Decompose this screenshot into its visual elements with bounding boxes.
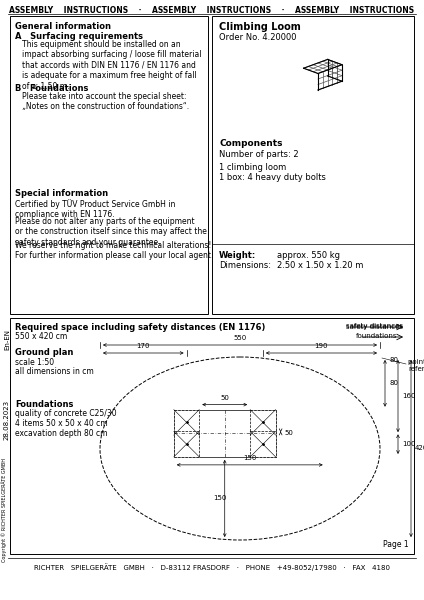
Text: A   Surfacing requirements: A Surfacing requirements	[15, 32, 143, 41]
Text: scale 1:50: scale 1:50	[15, 358, 54, 367]
Text: 420: 420	[415, 445, 424, 451]
Text: We reserve the right to make technical alterations!
For further information plea: We reserve the right to make technical a…	[15, 241, 213, 260]
Text: 28.08.2023: 28.08.2023	[4, 400, 10, 440]
Text: 50: 50	[220, 395, 229, 401]
Text: Dimensions:: Dimensions:	[219, 261, 271, 270]
Text: En-EN: En-EN	[4, 329, 10, 350]
Text: quality of concrete C25/30: quality of concrete C25/30	[15, 409, 117, 418]
Text: Foundations: Foundations	[15, 400, 73, 409]
Text: 550: 550	[233, 335, 247, 341]
Text: Certified by TÜV Product Service GmbH in
compliance with EN 1176.: Certified by TÜV Product Service GmbH in…	[15, 199, 176, 219]
Bar	[174, 410, 199, 435]
Text: Components: Components	[219, 139, 282, 148]
Text: 2.50 x 1.50 x 1.20 m: 2.50 x 1.50 x 1.20 m	[277, 261, 363, 270]
Bar	[250, 410, 276, 435]
Text: RICHTER   SPIELGERÄTE   GMBH   ·   D-83112 FRASDORF   ·   PHONE   +49-8052/17980: RICHTER SPIELGERÄTE GMBH · D-83112 FRASD…	[34, 563, 390, 571]
Text: 1 climbing loom
1 box: 4 heavy duty bolts: 1 climbing loom 1 box: 4 heavy duty bolt…	[219, 163, 326, 182]
Bar	[212, 16, 414, 314]
Text: Copyright © RICHTER SPIELGERÄTE GMBH: Copyright © RICHTER SPIELGERÄTE GMBH	[1, 458, 7, 562]
Text: 50: 50	[285, 430, 293, 436]
Text: 150: 150	[243, 455, 257, 461]
Text: 160: 160	[402, 393, 416, 399]
Text: Required space including safety distances (EN 1176): Required space including safety distance…	[15, 323, 265, 332]
Text: ASSEMBLY    INSTRUCTIONS    ·    ASSEMBLY    INSTRUCTIONS    ·    ASSEMBLY    IN: ASSEMBLY INSTRUCTIONS · ASSEMBLY INSTRUC…	[9, 6, 415, 15]
Bar	[10, 318, 414, 554]
Text: point of
reference: point of reference	[408, 359, 424, 372]
Text: 170: 170	[137, 343, 150, 349]
Bar	[174, 431, 199, 457]
Text: Order No. 4.20000: Order No. 4.20000	[219, 33, 296, 42]
Text: 80: 80	[389, 357, 398, 363]
Text: safety distances: safety distances	[346, 323, 403, 329]
Text: 150: 150	[213, 496, 226, 502]
Text: Please take into account the special sheet:
„Notes on the construction of founda: Please take into account the special she…	[22, 92, 189, 112]
Bar	[10, 16, 208, 314]
Text: Page 1: Page 1	[383, 540, 409, 549]
Bar	[250, 431, 276, 457]
Text: Please do not alter any parts of the equipment
or the construction itself since : Please do not alter any parts of the equ…	[15, 217, 207, 247]
Text: approx. 550 kg: approx. 550 kg	[277, 251, 340, 260]
Bar	[174, 410, 276, 457]
Text: 190: 190	[315, 343, 328, 349]
Text: B   Foundations: B Foundations	[15, 84, 88, 93]
Text: Climbing Loom: Climbing Loom	[219, 22, 301, 32]
Text: foundations: foundations	[356, 333, 398, 339]
Text: 80: 80	[389, 380, 398, 386]
Text: 550 x 420 cm: 550 x 420 cm	[15, 332, 67, 341]
Text: Weight:: Weight:	[219, 251, 256, 260]
Text: 4 items 50 x 50 x 40 cm
excavation depth 80 cm: 4 items 50 x 50 x 40 cm excavation depth…	[15, 419, 108, 439]
Text: Ground plan: Ground plan	[15, 348, 73, 357]
Text: all dimensions in cm: all dimensions in cm	[15, 367, 94, 376]
Text: safety distances: safety distances	[346, 324, 403, 330]
Text: General information: General information	[15, 22, 111, 31]
Text: Number of parts: 2: Number of parts: 2	[219, 150, 298, 159]
Text: 100: 100	[402, 441, 416, 447]
Text: This equipment should be installed on an
impact absorbing surfacing / loose fill: This equipment should be installed on an…	[22, 40, 201, 91]
Text: Special information: Special information	[15, 189, 108, 198]
